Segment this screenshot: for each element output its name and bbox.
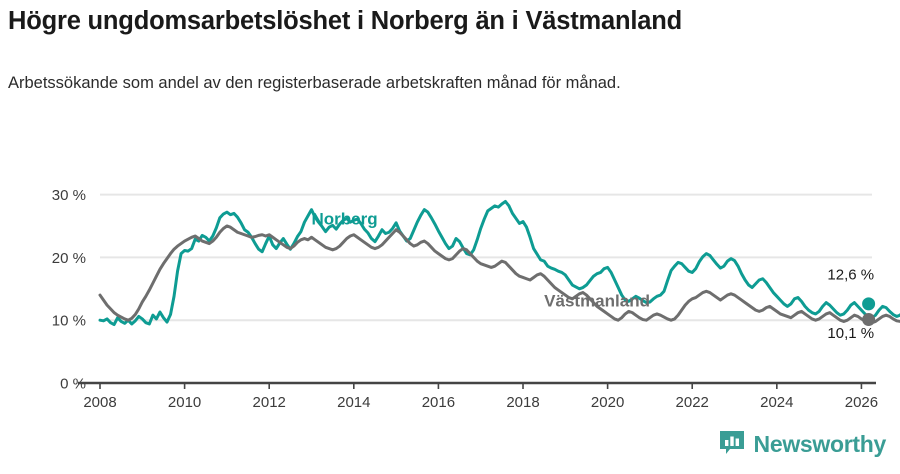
page-title: Högre ungdomsarbetslöshet i Norberg än i…: [8, 7, 682, 35]
chart-footer: Newsworthy: [0, 420, 900, 474]
x-axis-tick-label: 2014: [337, 394, 370, 411]
newsworthy-logo-text: Newsworthy: [753, 431, 887, 457]
y-axis-tick-label: 20 %: [52, 250, 86, 267]
y-axis-tick-label: 0 %: [60, 376, 86, 393]
x-axis-tick-label: 2010: [168, 394, 201, 411]
series-line-norberg: [98, 199, 900, 327]
chart-subtitle: Arbetssökande som andel av den registerb…: [8, 74, 621, 92]
end-marker-västmanland: [862, 313, 876, 327]
x-axis-tick-label: 2016: [422, 394, 455, 411]
gridlines-group: [100, 193, 872, 322]
data-series-group: [98, 199, 900, 327]
x-axis-tick-label: 2024: [760, 394, 793, 411]
x-axis-tick-label: 2026: [845, 394, 878, 411]
vastmanland-end-value: 10,1 %: [827, 325, 874, 342]
x-axis-tick-label: 2008: [83, 394, 116, 411]
y-axis-tick-labels: 0 % 10 % 20 % 30 %: [52, 187, 86, 392]
y-axis-tick-label: 10 %: [52, 313, 86, 330]
end-marker-norberg: [862, 297, 876, 311]
norberg-inline-label: Norberg: [312, 210, 378, 229]
x-axis-tick-label: 2022: [676, 394, 709, 411]
newsworthy-logo[interactable]: Newsworthy: [718, 428, 886, 461]
x-axis-tick-label: 2018: [506, 394, 539, 411]
x-axis-tick-label: 2020: [591, 394, 624, 411]
vastmanland-inline-label: Västmanland: [544, 291, 650, 310]
chart-plot-area: 0 % 10 % 20 % 30 % 2008 2010 2012 2014 2016 2018…: [0, 150, 900, 420]
series-line-västmanland: [98, 224, 900, 325]
chart-annotations-group: Norberg Västmanland 12,6 % 10,1 %: [312, 210, 875, 342]
end-point-markers-group: [862, 297, 876, 327]
x-axis-tick-labels: 2008 2010 2012 2014 2016 2018 2020 2022 2024 2026: [83, 383, 878, 411]
line-chart: 0 % 10 % 20 % 30 % 2008 2010 2012 2014 2016 2018…: [52, 187, 900, 411]
x-axis-tick-label: 2012: [253, 394, 286, 411]
y-axis-tick-label: 30 %: [52, 187, 86, 204]
norberg-end-value: 12,6 %: [827, 266, 874, 283]
bar-chart-bubble-icon: [718, 428, 746, 461]
